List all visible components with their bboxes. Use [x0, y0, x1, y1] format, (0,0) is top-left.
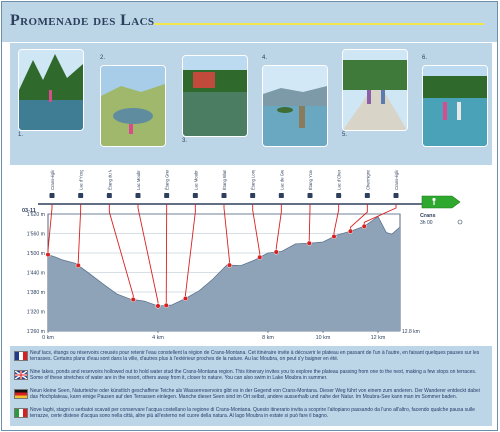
- waypoint-label: Lac d'Ycogne: [79, 170, 84, 190]
- elevation-area: [48, 216, 400, 331]
- photo-hotel-reflection: [182, 55, 248, 137]
- photo-number: 6.: [422, 55, 428, 61]
- x-tick-label: 12 km: [371, 335, 386, 340]
- waypoint-icon: [393, 193, 399, 198]
- photo-card-3: 3.: [182, 55, 248, 163]
- german-flag-icon: [14, 389, 28, 399]
- route-code: 03-11: [22, 208, 36, 214]
- photo-lake-walker: [18, 49, 84, 131]
- waypoint-marker: [331, 233, 337, 240]
- waypoint-marker: [75, 262, 81, 268]
- y-tick-label: 1'500 m: [27, 251, 45, 257]
- waypoint-label: Crans-église: [50, 170, 55, 190]
- duration-label: 3h 00: [420, 220, 433, 226]
- photo-number: 5.: [342, 132, 348, 138]
- waypoint-icon: [307, 193, 313, 198]
- photo-dock-walkers: [422, 65, 488, 147]
- waypoint-label: Étang Ycoor: [308, 170, 313, 190]
- waypoint-marker: [155, 303, 161, 309]
- waypoint-icon: [135, 193, 141, 198]
- waypoint-label: Lac Moubra: [193, 170, 198, 190]
- y-tick-label: 1'380 m: [27, 290, 45, 296]
- photo-card-6: 6.: [422, 55, 488, 163]
- waypoint-icon: [221, 193, 227, 198]
- y-tick-label: 1'320 m: [27, 310, 45, 316]
- waypoint-marker: [306, 240, 312, 246]
- waypoint-marker: [45, 252, 51, 258]
- title-underline: [154, 23, 484, 25]
- uk-flag-icon: [14, 370, 28, 380]
- waypoint-icon: [336, 193, 342, 198]
- x-tick-label: 8 km: [262, 335, 274, 340]
- waypoint-label: Lac d'Chermignon: [337, 170, 342, 190]
- waypoint-icon: [192, 193, 198, 198]
- photo-number: 4.: [262, 55, 268, 61]
- waypoint-label: Crans-église: [394, 170, 399, 190]
- waypoint-icon: [364, 193, 370, 198]
- waypoint-marker: [273, 249, 279, 255]
- waypoint-marker: [257, 254, 263, 260]
- title-bar: Promenade des Lacs: [2, 2, 497, 42]
- photo-card-5: 5.: [342, 49, 408, 157]
- photo-card-1: 1.: [18, 49, 84, 157]
- photo-island-lake: [262, 65, 328, 147]
- italian-flag-icon: [14, 408, 28, 418]
- elevation-profile: 1'620 m 1'560 m 1'500 m 1'440 m 1'380 m 1'320…: [2, 146, 497, 341]
- elevation-line: [47, 216, 401, 307]
- x-tick-label: 4 km: [152, 335, 164, 340]
- waypoint-label: Chermignon: [365, 170, 370, 190]
- photo-number: 3.: [182, 138, 188, 144]
- waypoint-icon: [106, 193, 112, 198]
- y-tick-label: 1'440 m: [27, 271, 45, 277]
- waypoint-label: Lac de Grenon: [279, 170, 284, 190]
- french-flag-icon: [14, 351, 28, 361]
- waypoint-marker: [130, 296, 136, 303]
- waypoint-marker: [226, 262, 233, 268]
- waypoint-icon: [78, 193, 84, 198]
- waypoint-marker: [347, 228, 354, 234]
- photo-card-2: 2.: [100, 55, 166, 163]
- km-total-label: 12.8 km: [402, 329, 420, 335]
- loop-icon: [457, 219, 463, 225]
- y-tick-label: 1'260 m: [27, 329, 45, 335]
- waypoint-marker: [361, 223, 367, 229]
- waypoint-label: Étang Grenon: [165, 170, 170, 190]
- x-tick-label: 10 km: [316, 335, 331, 340]
- destination-label: Crans: [420, 213, 436, 219]
- waypoint-icon: [250, 193, 256, 198]
- waypoint-label: Étang Blanc: [222, 170, 227, 190]
- waypoint-marker: [163, 302, 169, 308]
- photo-number: 1.: [18, 132, 24, 138]
- x-tick-label: 0 km: [42, 335, 54, 340]
- waypoint-label: Lac Moubra: [136, 170, 141, 190]
- waypoint-icon: [278, 193, 284, 198]
- photo-card-4: 4.: [262, 55, 328, 163]
- photo-strip: 1. 2.: [10, 43, 492, 165]
- waypoint-icon: [49, 193, 55, 198]
- photo-number: 2.: [100, 55, 106, 61]
- y-tick-label: 1'620 m: [27, 212, 45, 218]
- photo-meadow-pond: [100, 65, 166, 147]
- waypoint-marker: [182, 295, 189, 302]
- elevation-chart: 1'620 m 1'560 m 1'500 m 1'440 m 1'380 m 1'320…: [22, 146, 463, 341]
- direction-sign: [421, 195, 461, 209]
- waypoint-icon: [164, 193, 170, 198]
- photo-path-walkers: [342, 49, 408, 131]
- y-tick-label: 1'560 m: [27, 232, 45, 238]
- language-descriptions: Neuf lacs, étangs ou réservoirs creusés …: [10, 346, 492, 426]
- waypoint-label: Étang Long: [251, 170, 256, 190]
- page-title: Promenade des Lacs: [10, 12, 155, 29]
- waypoint-label: Étang du Mont-Rosaire: [107, 170, 112, 190]
- hiker-icon: [432, 197, 436, 202]
